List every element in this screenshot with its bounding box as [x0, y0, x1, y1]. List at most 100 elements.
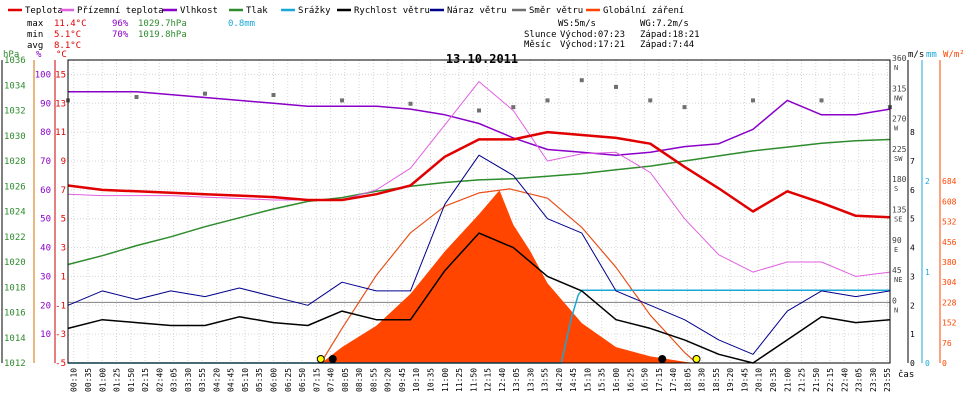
x-tick-label: 11:25	[455, 368, 464, 392]
ms-axis-title: m/s	[908, 50, 924, 60]
x-tick-label: 20:35	[769, 368, 778, 392]
x-tick-label: 10:10	[412, 368, 421, 392]
pct-tick-label: 10	[40, 330, 51, 340]
degc-tick-label: -3	[55, 330, 66, 340]
x-tick-label: 22:40	[840, 368, 849, 392]
hpa-tick-label: 1020	[4, 258, 26, 268]
series-global-radiation	[68, 190, 890, 363]
x-tick-label: 16:00	[612, 368, 621, 392]
axes: 00:10 00:35 01:00 01:25 01:50 02:15 02:40 03:05…	[1, 50, 965, 392]
wind-direction-dot	[819, 98, 824, 103]
x-tick-label: 13:30	[526, 368, 535, 392]
series-pressure	[67, 138, 891, 266]
x-tick-label: 06:25	[284, 368, 293, 392]
x-tick-label: 20:10	[755, 368, 764, 392]
wind-direction-dot	[271, 93, 276, 98]
degc-tick-label: 3	[61, 244, 66, 254]
x-tick-label: 05:35	[255, 368, 264, 392]
plot-frame	[67, 59, 891, 364]
x-tick-label: 07:40	[327, 368, 336, 392]
mm-tick-label: 0	[925, 359, 930, 368]
pct-tick-label: 40	[40, 244, 51, 254]
x-tick-label: 00:10	[70, 368, 79, 392]
series-temperature	[67, 130, 891, 219]
pct-tick-label: 50	[40, 215, 51, 225]
stats-avg-label: avg	[27, 41, 43, 51]
x-tick-label: 18:05	[683, 368, 692, 392]
pct-tick-label: 100	[35, 70, 51, 80]
wm2-tick-label: 532	[942, 218, 957, 227]
stats-min-temp: 5.1°C	[54, 30, 81, 40]
degc-tick-label: 15	[55, 70, 66, 80]
stats-max-hum: 96%	[112, 19, 129, 29]
dir-tick-label: 90	[892, 236, 902, 245]
ms-tick-label: 8	[910, 128, 915, 137]
x-tick-label: 04:45	[227, 368, 236, 392]
x-tick-label: 14:20	[555, 368, 564, 392]
x-tick-label: 17:40	[669, 368, 678, 392]
hpa-tick-label: 1036	[4, 56, 26, 66]
x-tick-label: 08:55	[369, 368, 378, 392]
ms-tick-label: 0	[910, 359, 915, 368]
x-tick-label: 07:15	[312, 368, 321, 392]
pct-tick-label: 60	[40, 186, 51, 196]
wm2-tick-label: 0	[942, 359, 947, 368]
hpa-tick-label: 1030	[4, 132, 26, 142]
dir-tick-label: 45	[892, 266, 902, 275]
degc-tick-label: 5	[61, 215, 66, 225]
dir-compass-label: SW	[894, 155, 903, 163]
marker-moonrise	[658, 355, 667, 363]
stats-sun-set: Západ:18:21	[640, 30, 700, 40]
wm2-tick-label: 228	[942, 298, 957, 307]
x-tick-label: 21:50	[812, 368, 821, 392]
wind-direction-dot	[648, 98, 653, 103]
series-humidity	[68, 90, 891, 156]
dir-compass-label: NW	[894, 94, 903, 102]
marker-sunrise	[316, 355, 325, 363]
dir-compass-label: W	[894, 125, 899, 133]
wind-direction-dot	[511, 105, 516, 110]
pct-tick-label: 20	[40, 301, 51, 311]
x-tick-label: 18:55	[712, 368, 721, 392]
series-ground-temperature	[67, 81, 891, 277]
marker-moonset	[328, 355, 337, 363]
mm-tick-label: 2	[925, 177, 930, 186]
stats-max-rain: 0.8mm	[228, 19, 255, 29]
dir-compass-label: NE	[894, 276, 902, 284]
wind-direction-dot	[477, 108, 481, 113]
series-wind-gust	[67, 154, 891, 355]
ms-tick-label: 2	[910, 301, 915, 310]
ms-tick-label: 6	[910, 186, 915, 195]
stats-moon-set: Západ:7:44	[640, 40, 694, 50]
pct-axis-title: %	[36, 50, 42, 60]
wm2-tick-label: 684	[942, 177, 957, 186]
x-tick-label: 03:30	[184, 368, 193, 392]
legend-label-3: Tlak	[246, 6, 268, 16]
dir-compass-label: E	[894, 246, 898, 254]
marker-sunset	[692, 355, 701, 363]
plot-border	[67, 59, 891, 364]
hpa-tick-label: 1024	[4, 208, 26, 218]
x-tick-label: 19:45	[740, 368, 749, 392]
degc-tick-label: 1	[61, 272, 66, 282]
wm2-tick-label: 76	[942, 339, 952, 348]
legend-label-7: Směr větru	[529, 6, 583, 16]
mm-tick-label: 1	[925, 268, 930, 277]
x-tick-label: 06:50	[298, 368, 307, 392]
x-tick-label: 10:35	[426, 368, 435, 392]
x-tick-label: 11:00	[441, 368, 450, 392]
wind-direction-dot	[751, 98, 755, 103]
x-axis-title: čas	[898, 369, 914, 380]
hpa-tick-label: 1032	[4, 107, 26, 117]
x-tick-label: 23:55	[883, 368, 892, 392]
x-tick-label: 15:35	[598, 368, 607, 392]
degc-axis-title: °C	[56, 50, 67, 60]
wind-direction-dot	[579, 78, 584, 83]
x-tick-label: 16:25	[626, 368, 635, 392]
stats-max-temp: 11.4°C	[54, 19, 87, 29]
hpa-axis-title: hPa	[3, 50, 19, 60]
x-tick-label: 21:25	[798, 368, 807, 392]
hpa-tick-label: 1014	[4, 334, 26, 344]
dir-tick-label: 180	[892, 175, 907, 184]
legend: Teplota Přízemní teplota Vlhkost Tlak Srážky…	[8, 6, 684, 16]
